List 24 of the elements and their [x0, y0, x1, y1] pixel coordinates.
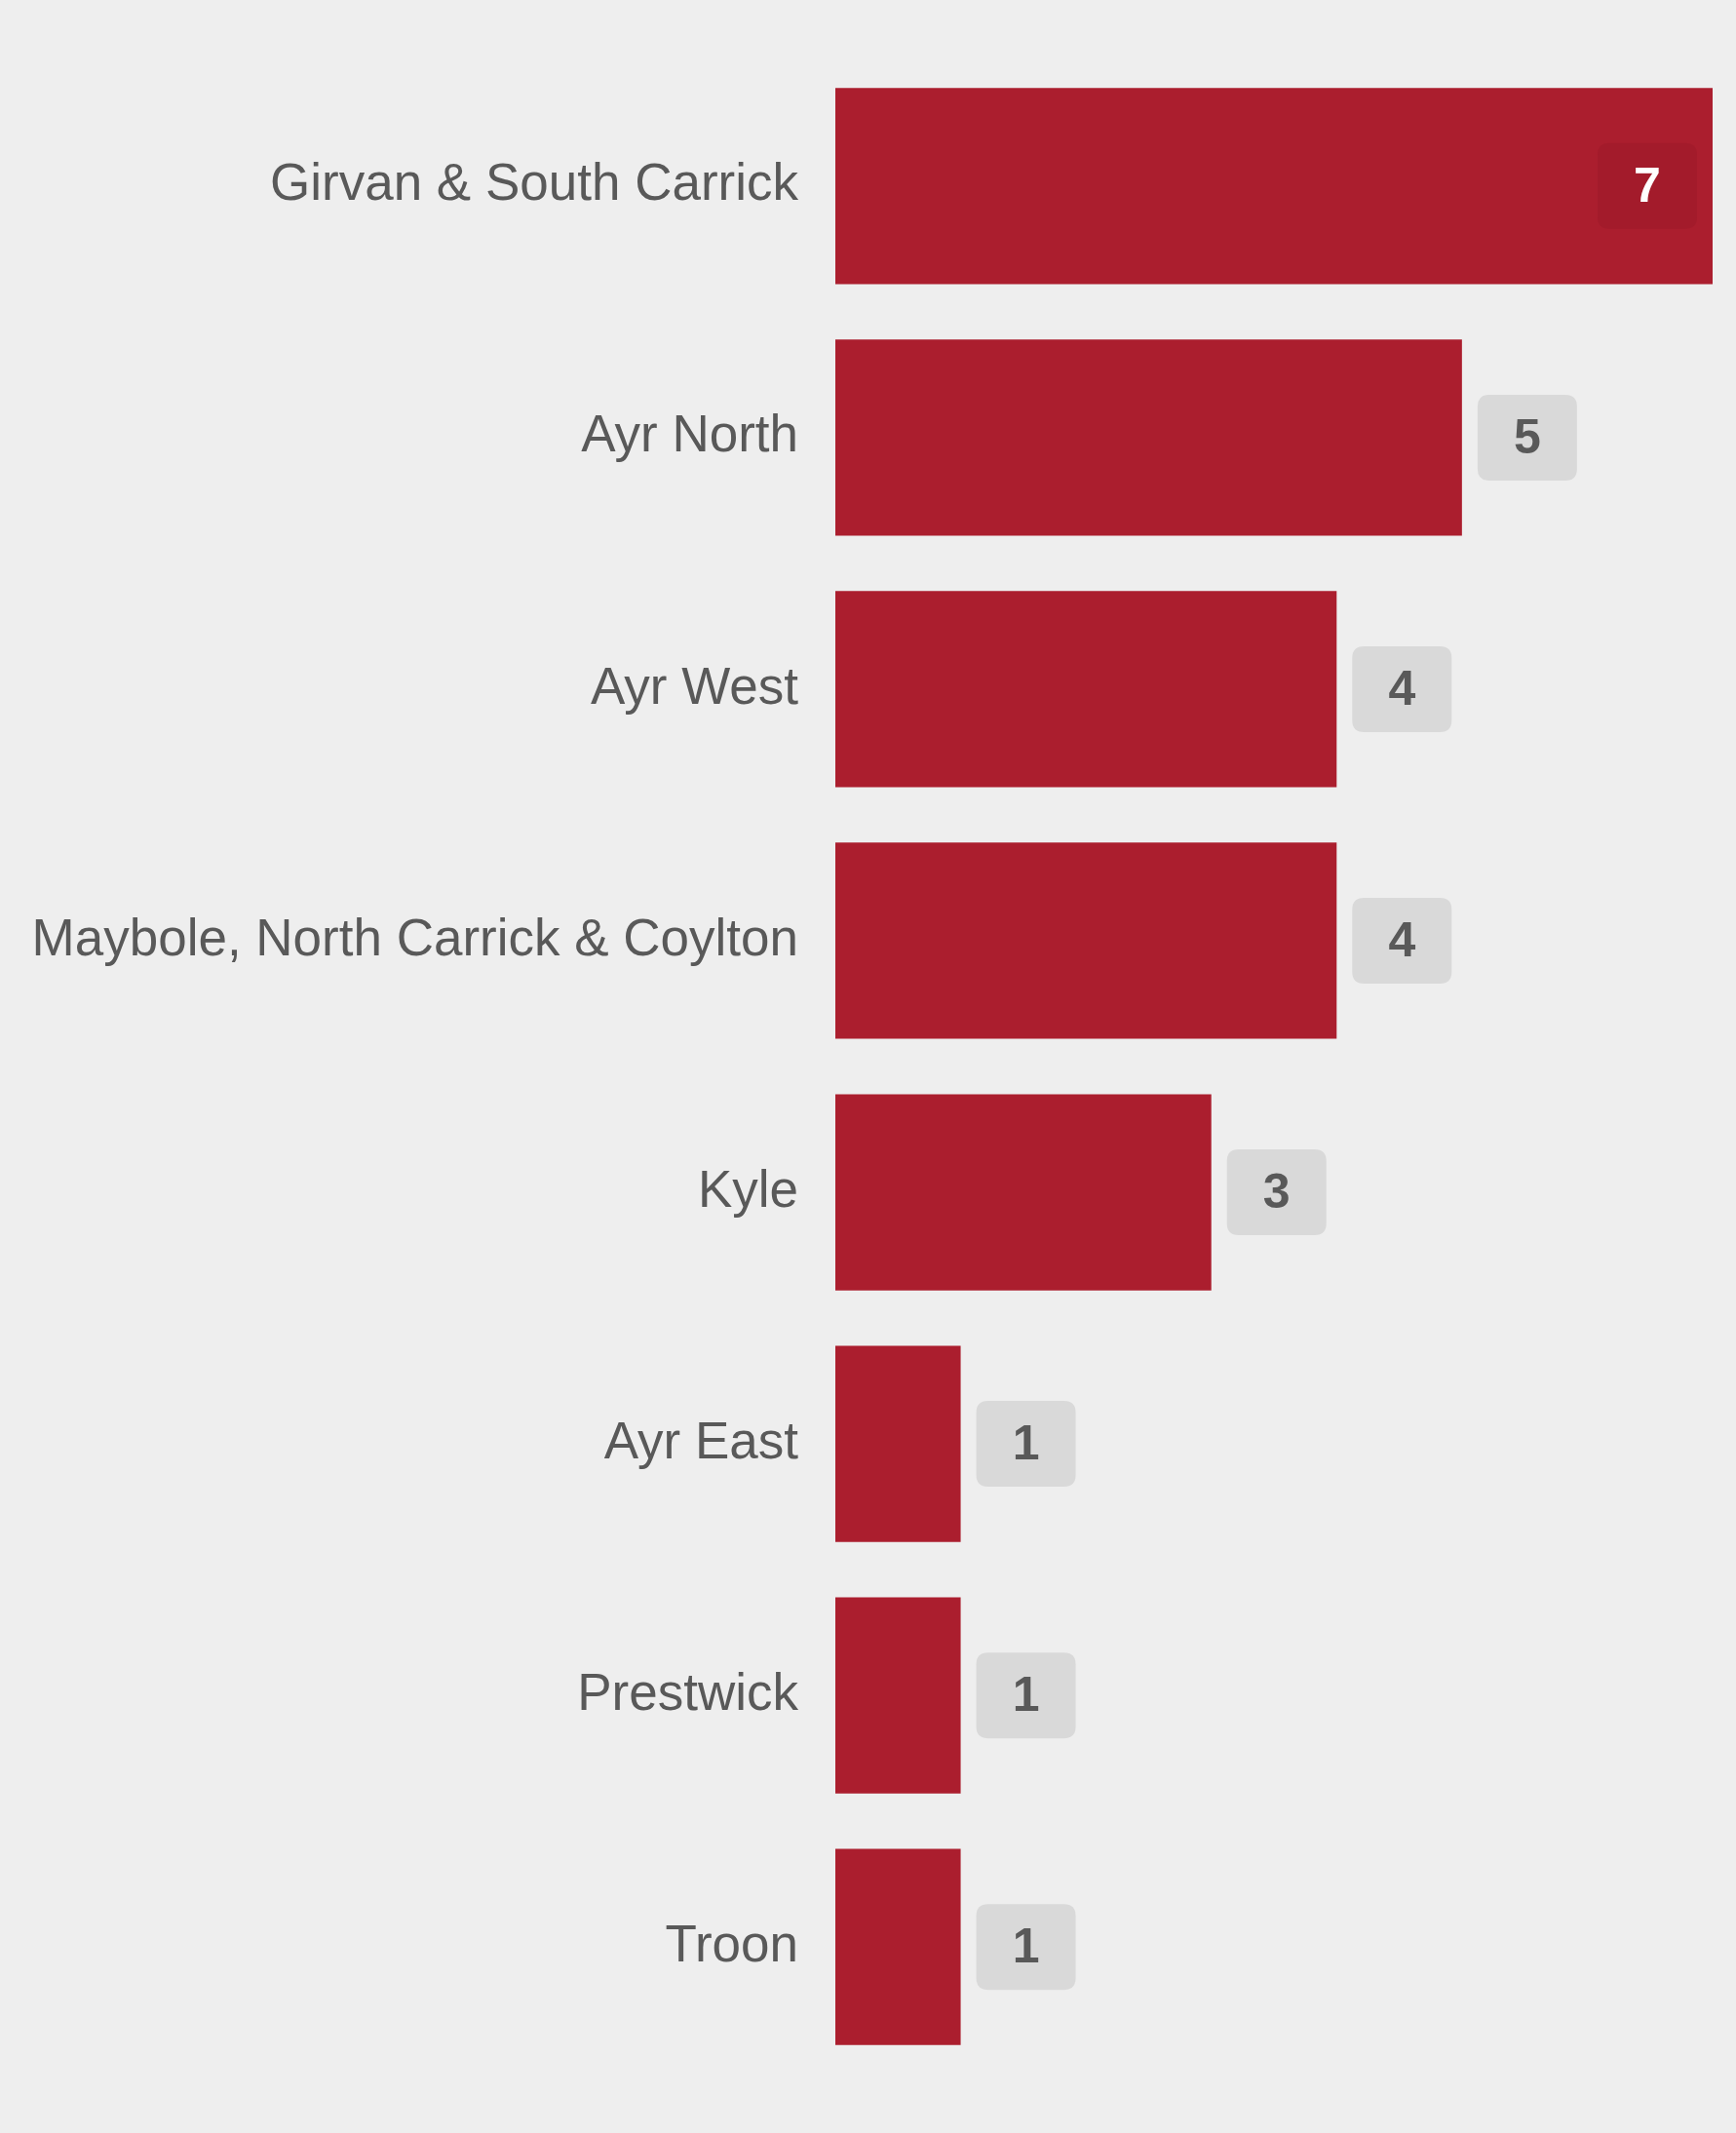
- bar: [835, 88, 1713, 285]
- bar: [835, 1597, 961, 1794]
- data-label: 4: [1388, 911, 1416, 967]
- data-label: 4: [1388, 660, 1416, 716]
- bar: [835, 591, 1337, 788]
- data-label: 1: [1012, 1415, 1040, 1470]
- bar: [835, 1848, 961, 2045]
- bar: [835, 1094, 1212, 1291]
- y-tick-label: Ayr East: [603, 1411, 799, 1469]
- y-tick-label: Kyle: [697, 1159, 798, 1218]
- data-label: 5: [1513, 408, 1541, 464]
- y-tick-label: Maybole, North Carrick & Coylton: [31, 908, 798, 966]
- y-tick-label: Troon: [665, 1914, 798, 1972]
- y-tick-label: Ayr West: [590, 656, 799, 715]
- y-tick-label: Prestwick: [577, 1662, 799, 1721]
- data-label: 1: [1012, 1918, 1040, 1973]
- data-label: 3: [1262, 1163, 1291, 1219]
- data-label: 7: [1634, 157, 1661, 213]
- bar: [835, 842, 1337, 1039]
- bar: [835, 1345, 961, 1542]
- y-tick-label: Ayr North: [581, 405, 798, 463]
- bar: [835, 339, 1462, 536]
- y-tick-label: Girvan & South Carrick: [270, 153, 799, 212]
- data-label: 1: [1012, 1666, 1040, 1722]
